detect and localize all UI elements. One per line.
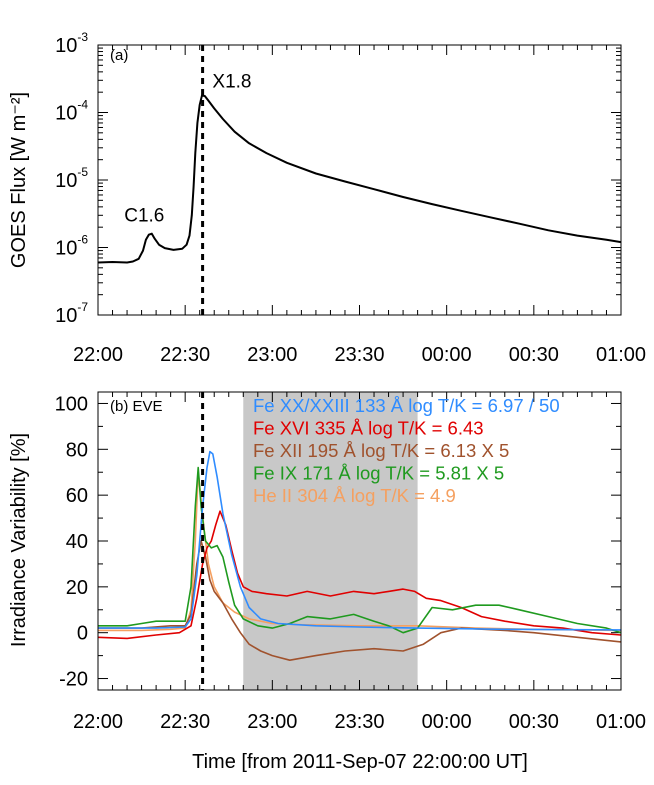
panel-a-y-tick-label: 10-5: [55, 165, 88, 192]
panel-b-shaded-interval: [243, 392, 418, 690]
panel-a-y-tick-mantissa: 10: [55, 35, 77, 57]
legend-entry: Fe IX 171 Å log T/K = 5.81 X 5: [253, 463, 504, 484]
panel-a-y-tick-label: 10-3: [55, 30, 88, 57]
panel-b-y-tick-label: 0: [77, 623, 88, 645]
legend-entry: He II 304 Å log T/K = 4.9: [253, 485, 456, 506]
panel-a-y-tick-exponent: -6: [77, 233, 88, 247]
legend-entry: Fe XVI 335 Å log T/K = 6.43: [253, 418, 484, 439]
panel-a-flare-annotation: X1.8: [212, 71, 251, 92]
panel-a-x-tick-label: 23:30: [334, 344, 384, 366]
panel-b-x-tick-label: 00:30: [509, 711, 559, 733]
fe-xx-133-line: [98, 450, 621, 631]
panel-a-x-tick-label: 22:00: [73, 344, 123, 366]
panel-b-x-tick-label: 00:00: [422, 711, 472, 733]
panel-b-x-tick-label: 23:30: [334, 711, 384, 733]
panel-b: -20 0 20 40 60 80 100 22:00 22:30 23:00 23:30 00:0…: [8, 391, 646, 733]
panel-a-y-tick-mantissa: 10: [55, 170, 77, 192]
panel-b-x-tick-label: 01:00: [596, 711, 646, 733]
panel-b-y-tick-labels: -20 0 20 40 60 80 100: [55, 393, 88, 690]
figure-xlabel: Time [from 2011-Sep-07 22:00:00 UT]: [192, 751, 528, 773]
panel-a-x-tick-label: 00:00: [422, 344, 472, 366]
panel-a-ticks: [97, 44, 622, 316]
panel-b-y-tick-label: 20: [66, 577, 88, 599]
panel-a-label: (a): [110, 47, 128, 64]
panel-b-y-tick-label: 100: [55, 393, 88, 415]
panel-b-x-tick-label: 23:00: [247, 711, 297, 733]
panel-a-x-tick-labels: 22:00 22:30 23:00 23:30 00:00 00:30 01:00: [73, 344, 646, 366]
fe-ix-171-line: [98, 466, 621, 634]
panel-a-frame: [97, 44, 622, 316]
panel-a-y-tick-labels: 10-710-610-510-410-3: [55, 30, 88, 327]
panel-a-y-tick-label: 10-7: [55, 300, 88, 327]
panel-b-x-tick-label: 22:00: [73, 711, 123, 733]
panel-b-x-tick-labels: 22:00 22:30 23:00 23:30 00:00 00:30 01:00: [73, 711, 646, 733]
panel-b-y-tick-label: 80: [66, 439, 88, 461]
legend-entry: Fe XII 195 Å log T/K = 6.13 X 5: [253, 440, 509, 461]
fe-xii-195-line: [98, 540, 621, 661]
panel-a-ylabel: GOES Flux [W m⁻²]: [8, 92, 30, 268]
panel-a-series-layer: [98, 94, 621, 264]
panel-a-y-tick-mantissa: 10: [55, 305, 77, 327]
panel-a-y-tick-exponent: -7: [77, 300, 88, 314]
panel-a-y-tick-exponent: -4: [77, 98, 88, 112]
panel-a-flare-annotation: C1.6: [124, 206, 164, 227]
goes-flux-line: [98, 94, 621, 264]
panel-b-series-layer: [98, 450, 621, 661]
panel-b-ticks: [97, 392, 622, 690]
panel-b-y-tick-label: 40: [66, 531, 88, 553]
panel-b-label: (b) EVE: [110, 398, 163, 415]
panel-b-legend: Fe XX/XXIII 133 Å log T/K = 6.97 / 50Fe …: [253, 395, 560, 506]
panel-a-annotations: C1.6 X1.8: [124, 71, 251, 226]
panel-a-x-tick-label: 01:00: [596, 344, 646, 366]
panel-a-y-tick-mantissa: 10: [55, 238, 77, 260]
panel-b-x-tick-label: 22:30: [160, 711, 210, 733]
panel-a-y-tick-label: 10-4: [55, 98, 88, 125]
panel-a-y-tick-exponent: -5: [77, 165, 88, 179]
panel-b-ylabel: Irradiance Variability [%]: [8, 433, 30, 647]
panel-a-y-tick-label: 10-6: [55, 233, 88, 260]
legend-entry: Fe XX/XXIII 133 Å log T/K = 6.97 / 50: [253, 395, 560, 416]
panel-a: 10-710-610-510-410-3 22:00 22:30 23:00 23:3…: [8, 30, 646, 366]
fe-xvi-335-line: [98, 510, 621, 640]
panel-b-y-tick-label: 60: [66, 485, 88, 507]
panel-a-x-tick-label: 22:30: [160, 344, 210, 366]
panel-a-y-tick-mantissa: 10: [55, 103, 77, 125]
panel-a-y-tick-exponent: -3: [77, 30, 88, 44]
panel-b-y-tick-label: -20: [59, 669, 88, 691]
panel-a-x-tick-label: 23:00: [247, 344, 297, 366]
panel-b-frame: [97, 391, 622, 691]
panel-a-x-tick-label: 00:30: [509, 344, 559, 366]
